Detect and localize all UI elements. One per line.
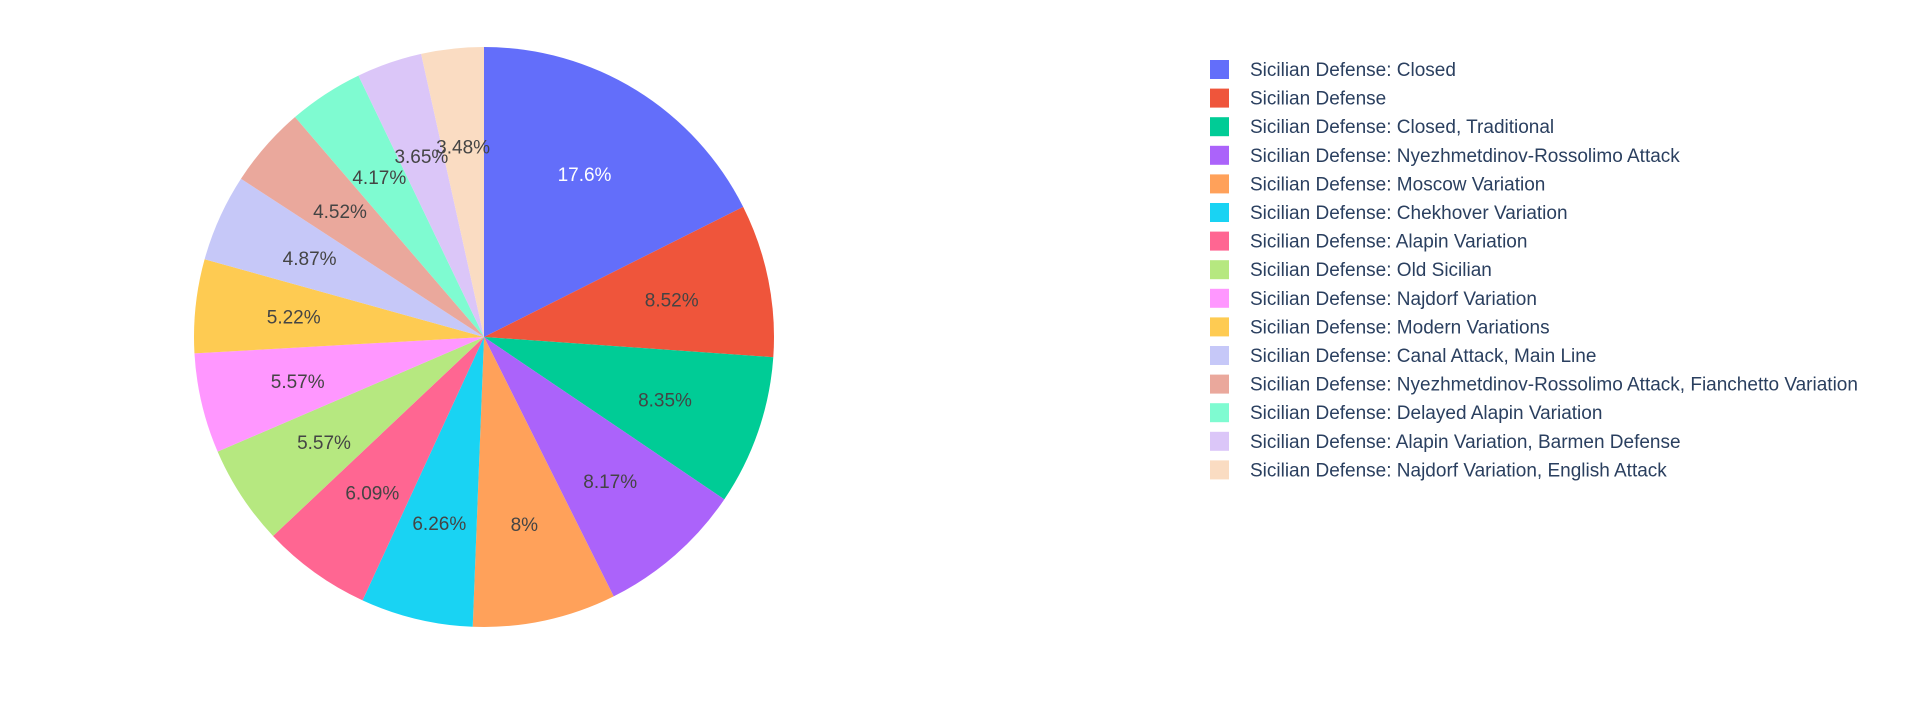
legend-swatch (1210, 431, 1229, 451)
legend-swatch (1210, 117, 1229, 137)
pie-slice[interactable] (484, 47, 744, 337)
legend-swatch (1210, 460, 1229, 480)
legend-swatch (1210, 288, 1229, 308)
pie-slice[interactable] (193, 259, 484, 354)
pie-slice[interactable] (472, 337, 614, 627)
legend-swatch (1210, 403, 1229, 423)
legend-swatch (1210, 260, 1229, 280)
legend-swatch (1210, 145, 1229, 165)
legend-item[interactable]: Sicilian Defense: Nyezhmetdinov-Rossolim… (1210, 145, 1680, 167)
slice-percent-label: 3.65% (394, 147, 448, 168)
legend-label: Sicilian Defense: Chekhover Variation (1250, 203, 1568, 224)
legend-label: Sicilian Defense: Modern Variations (1250, 317, 1550, 338)
slice-percent-label: 6.26% (412, 514, 466, 535)
legend-swatch (1210, 88, 1229, 108)
legend-label: Sicilian Defense (1250, 89, 1386, 110)
legend-item[interactable]: Sicilian Defense: Delayed Alapin Variati… (1210, 403, 1602, 424)
legend-item[interactable]: Sicilian Defense: Old Sicilian (1210, 260, 1492, 281)
legend-swatch (1210, 374, 1229, 394)
legend-item[interactable]: Sicilian Defense: Closed (1210, 60, 1456, 81)
slice-percent-label: 4.17% (352, 168, 406, 189)
pie-slice[interactable] (273, 337, 484, 601)
slice-percent-label: 8% (511, 515, 539, 536)
legend-swatch (1210, 60, 1229, 79)
slice-percent-label: 5.22% (267, 308, 321, 329)
pie-slice[interactable] (240, 117, 484, 338)
legend-item[interactable]: Sicilian Defense: Canal Attack, Main Lin… (1210, 346, 1596, 367)
legend-item[interactable]: Sicilian Defense: Alapin Variation (1210, 231, 1527, 253)
pie-slice[interactable] (484, 337, 725, 597)
legend-label: Sicilian Defense: Old Sicilian (1250, 260, 1492, 281)
pie-slice[interactable] (295, 75, 484, 337)
legend-swatch (1210, 346, 1229, 365)
slice-percent-label: 4.87% (283, 249, 337, 270)
legend-item[interactable]: Sicilian Defense: Najdorf Variation (1210, 288, 1537, 310)
legend-swatch (1210, 174, 1229, 194)
legend-label: Sicilian Defense: Delayed Alapin Variati… (1250, 403, 1602, 424)
legend-label: Sicilian Defense: Canal Attack, Main Lin… (1250, 346, 1596, 367)
slice-percent-label: 8.35% (638, 390, 692, 411)
pie-slice[interactable] (484, 337, 774, 500)
pie-slice[interactable] (362, 337, 484, 627)
legend: Sicilian Defense: Closed Sicilian Defense… (1210, 60, 1858, 481)
pie-slice[interactable] (484, 206, 775, 358)
legend-item[interactable]: Sicilian Defense (1210, 88, 1386, 110)
legend-swatch (1210, 231, 1229, 251)
slice-percent-label: 17.6% (558, 165, 612, 186)
slice-percent-label: 5.57% (271, 372, 325, 393)
legend-item[interactable]: Sicilian Defense: Moscow Variation (1210, 174, 1545, 195)
legend-label: Sicilian Defense: Najdorf Variation, Eng… (1250, 460, 1667, 481)
legend-item[interactable]: Sicilian Defense: Modern Variations (1210, 317, 1550, 338)
slice-percent-label: 6.09% (345, 483, 399, 504)
pie-slice[interactable] (217, 337, 484, 536)
slice-percent-label: 4.52% (313, 202, 367, 223)
legend-label: Sicilian Defense: Closed (1250, 60, 1456, 81)
legend-item[interactable]: Sicilian Defense: Nyezhmetdinov-Rossolim… (1210, 374, 1858, 396)
slice-percent-label: 8.17% (583, 472, 637, 493)
slice-percent-label: 5.57% (297, 433, 351, 454)
pie-slice[interactable] (421, 47, 484, 337)
legend-label: Sicilian Defense: Nyezhmetdinov-Rossolim… (1250, 375, 1858, 396)
legend-item[interactable]: Sicilian Defense: Alapin Variation, Barm… (1210, 431, 1681, 453)
pie-slice[interactable] (204, 178, 485, 337)
legend-label: Sicilian Defense: Moscow Variation (1250, 174, 1545, 195)
legend-label: Sicilian Defense: Najdorf Variation (1250, 289, 1537, 310)
legend-label: Sicilian Defense: Alapin Variation, Barm… (1250, 432, 1681, 453)
legend-item[interactable]: Sicilian Defense: Closed, Traditional (1210, 117, 1554, 138)
pie-slices (193, 47, 775, 627)
legend-label: Sicilian Defense: Alapin Variation (1250, 232, 1527, 253)
legend-label: Sicilian Defense: Nyezhmetdinov-Rossolim… (1250, 146, 1680, 167)
pie-slice[interactable] (358, 53, 484, 338)
legend-swatch (1210, 317, 1229, 337)
legend-item[interactable]: Sicilian Defense: Chekhover Variation (1210, 203, 1568, 224)
pie-slice[interactable] (194, 337, 484, 452)
legend-label: Sicilian Defense: Closed, Traditional (1250, 117, 1554, 138)
legend-swatch (1210, 203, 1229, 222)
legend-item[interactable]: Sicilian Defense: Najdorf Variation, Eng… (1210, 460, 1667, 481)
pie-slice-labels: 17.6% 8.52% 8.35% 8.17% 8% 6.26% 6.09% 5.57% 5.5… (267, 138, 699, 536)
slice-percent-label: 8.52% (645, 290, 699, 311)
slice-percent-label: 3.48% (436, 138, 490, 159)
